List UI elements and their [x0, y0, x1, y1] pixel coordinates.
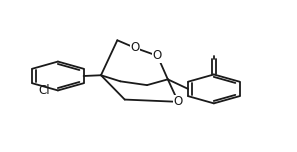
Text: Cl: Cl [39, 84, 50, 97]
Text: O: O [173, 95, 183, 108]
Text: O: O [153, 49, 162, 62]
Text: O: O [130, 41, 140, 54]
